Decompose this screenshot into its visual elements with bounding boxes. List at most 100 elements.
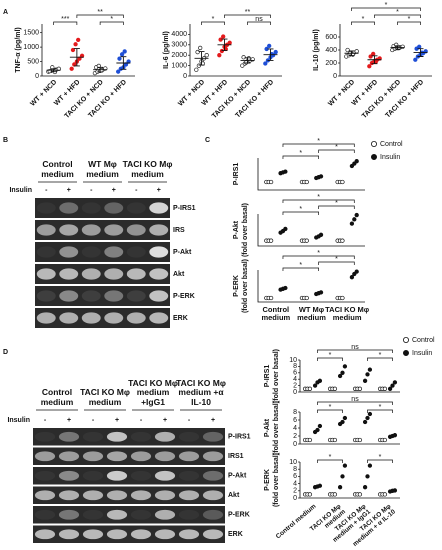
axis xyxy=(257,214,365,247)
data-point xyxy=(349,275,355,280)
y-tick-label: 6 xyxy=(293,473,297,480)
y-tick-label: 2 xyxy=(293,382,297,389)
significance-bracket xyxy=(397,21,421,25)
x-tick-label: Control medium xyxy=(261,305,291,323)
column-header: Control medium xyxy=(41,159,74,180)
significance-label: * xyxy=(335,200,338,207)
data-point xyxy=(337,485,343,490)
data-point xyxy=(367,64,372,69)
data-point xyxy=(69,66,74,71)
y-tick-label: 1500 xyxy=(23,30,39,37)
y-axis-label: (fold over basal) xyxy=(273,349,280,403)
blot-band xyxy=(202,451,224,462)
legend-label: Insulin xyxy=(412,350,432,357)
blot-band xyxy=(154,470,176,481)
data-point xyxy=(357,492,363,497)
band-label: IRS1 xyxy=(228,453,244,460)
significance-label: * xyxy=(408,16,411,23)
data-point xyxy=(318,174,324,179)
blot-band xyxy=(59,312,79,324)
y-tick-label: 500 xyxy=(27,58,39,65)
y-tick-label: 4000 xyxy=(171,31,187,38)
y-tick-label: 600 xyxy=(325,34,337,41)
blot-band xyxy=(126,290,146,302)
blot-band xyxy=(104,202,124,214)
mean-error-bar xyxy=(93,66,108,73)
blot-strip xyxy=(33,506,225,524)
blot-band xyxy=(36,246,56,258)
lane-sign: - xyxy=(90,187,93,194)
data-point xyxy=(390,383,395,388)
mean-error-bar xyxy=(344,50,359,56)
y-axis-label: P-Akt xyxy=(233,220,240,239)
y-tick-label: 0 xyxy=(183,73,187,80)
data-point xyxy=(352,217,357,222)
blot-band xyxy=(34,529,56,540)
blot-band xyxy=(154,490,176,501)
significance-bracket xyxy=(224,14,271,18)
lane-sign: - xyxy=(92,417,95,424)
column-header: TACI KO Mφ medium xyxy=(80,387,130,408)
blot-band xyxy=(81,202,101,214)
significance-label: * xyxy=(317,194,320,201)
data-point xyxy=(382,492,388,497)
significance-label: * xyxy=(299,150,302,157)
lane-sign: - xyxy=(135,187,138,194)
mean-error-bar xyxy=(116,56,131,70)
column-header: TACI KO Mφ medium xyxy=(122,159,173,180)
lane-sign: + xyxy=(67,417,71,424)
panel-label: A xyxy=(3,9,8,16)
significance-bracket xyxy=(282,199,355,203)
column-header: TACI KO Mφ medium +α IL-10 xyxy=(176,377,226,408)
legend-label: Insulin xyxy=(380,154,400,161)
blot-band xyxy=(81,246,101,258)
band-label: P-ERK xyxy=(228,512,250,519)
significance-bracket xyxy=(367,459,393,463)
data-point xyxy=(340,295,345,301)
column-header: Control medium xyxy=(40,387,74,408)
blot-band xyxy=(34,509,56,520)
blot-band xyxy=(59,202,79,214)
data-point xyxy=(357,386,363,391)
blot-band xyxy=(178,451,200,462)
y-axis-label: IL-6 (pg/ml) xyxy=(163,31,170,69)
data-point xyxy=(342,463,348,468)
blot-band xyxy=(58,470,80,481)
significance-bracket xyxy=(53,21,78,25)
data-point xyxy=(283,169,288,174)
data-point xyxy=(268,179,274,185)
blot-band xyxy=(34,451,56,462)
blot-band xyxy=(106,490,128,501)
data-point xyxy=(122,49,127,54)
data-point xyxy=(283,226,288,232)
significance-bracket xyxy=(367,409,393,413)
significance-label: ns xyxy=(255,16,263,23)
significance-label: ns xyxy=(351,396,359,403)
y-tick-label: 8 xyxy=(293,466,297,473)
lane-sign: - xyxy=(44,417,47,424)
blot-band xyxy=(126,268,146,280)
data-point xyxy=(318,290,324,295)
blot-band xyxy=(82,529,104,540)
legend-marker xyxy=(402,336,409,343)
blot-band xyxy=(58,490,80,501)
blot-band xyxy=(178,431,200,442)
significance-label: * xyxy=(299,206,302,213)
y-axis-label: (fold over basal) xyxy=(273,453,280,507)
data-point xyxy=(241,55,246,60)
blot-band xyxy=(126,202,146,214)
y-axis-label: P-ERK xyxy=(264,469,271,491)
data-point xyxy=(392,433,398,438)
data-point xyxy=(387,386,393,391)
y-tick-label: 4 xyxy=(293,376,297,383)
significance-bracket xyxy=(318,261,355,265)
data-point xyxy=(221,34,226,39)
significance-bracket xyxy=(367,357,393,361)
data-point xyxy=(400,44,405,49)
significance-bracket xyxy=(282,155,319,159)
data-point xyxy=(307,492,313,497)
blot-band xyxy=(34,470,56,481)
y-tick-label: 6 xyxy=(293,370,297,377)
